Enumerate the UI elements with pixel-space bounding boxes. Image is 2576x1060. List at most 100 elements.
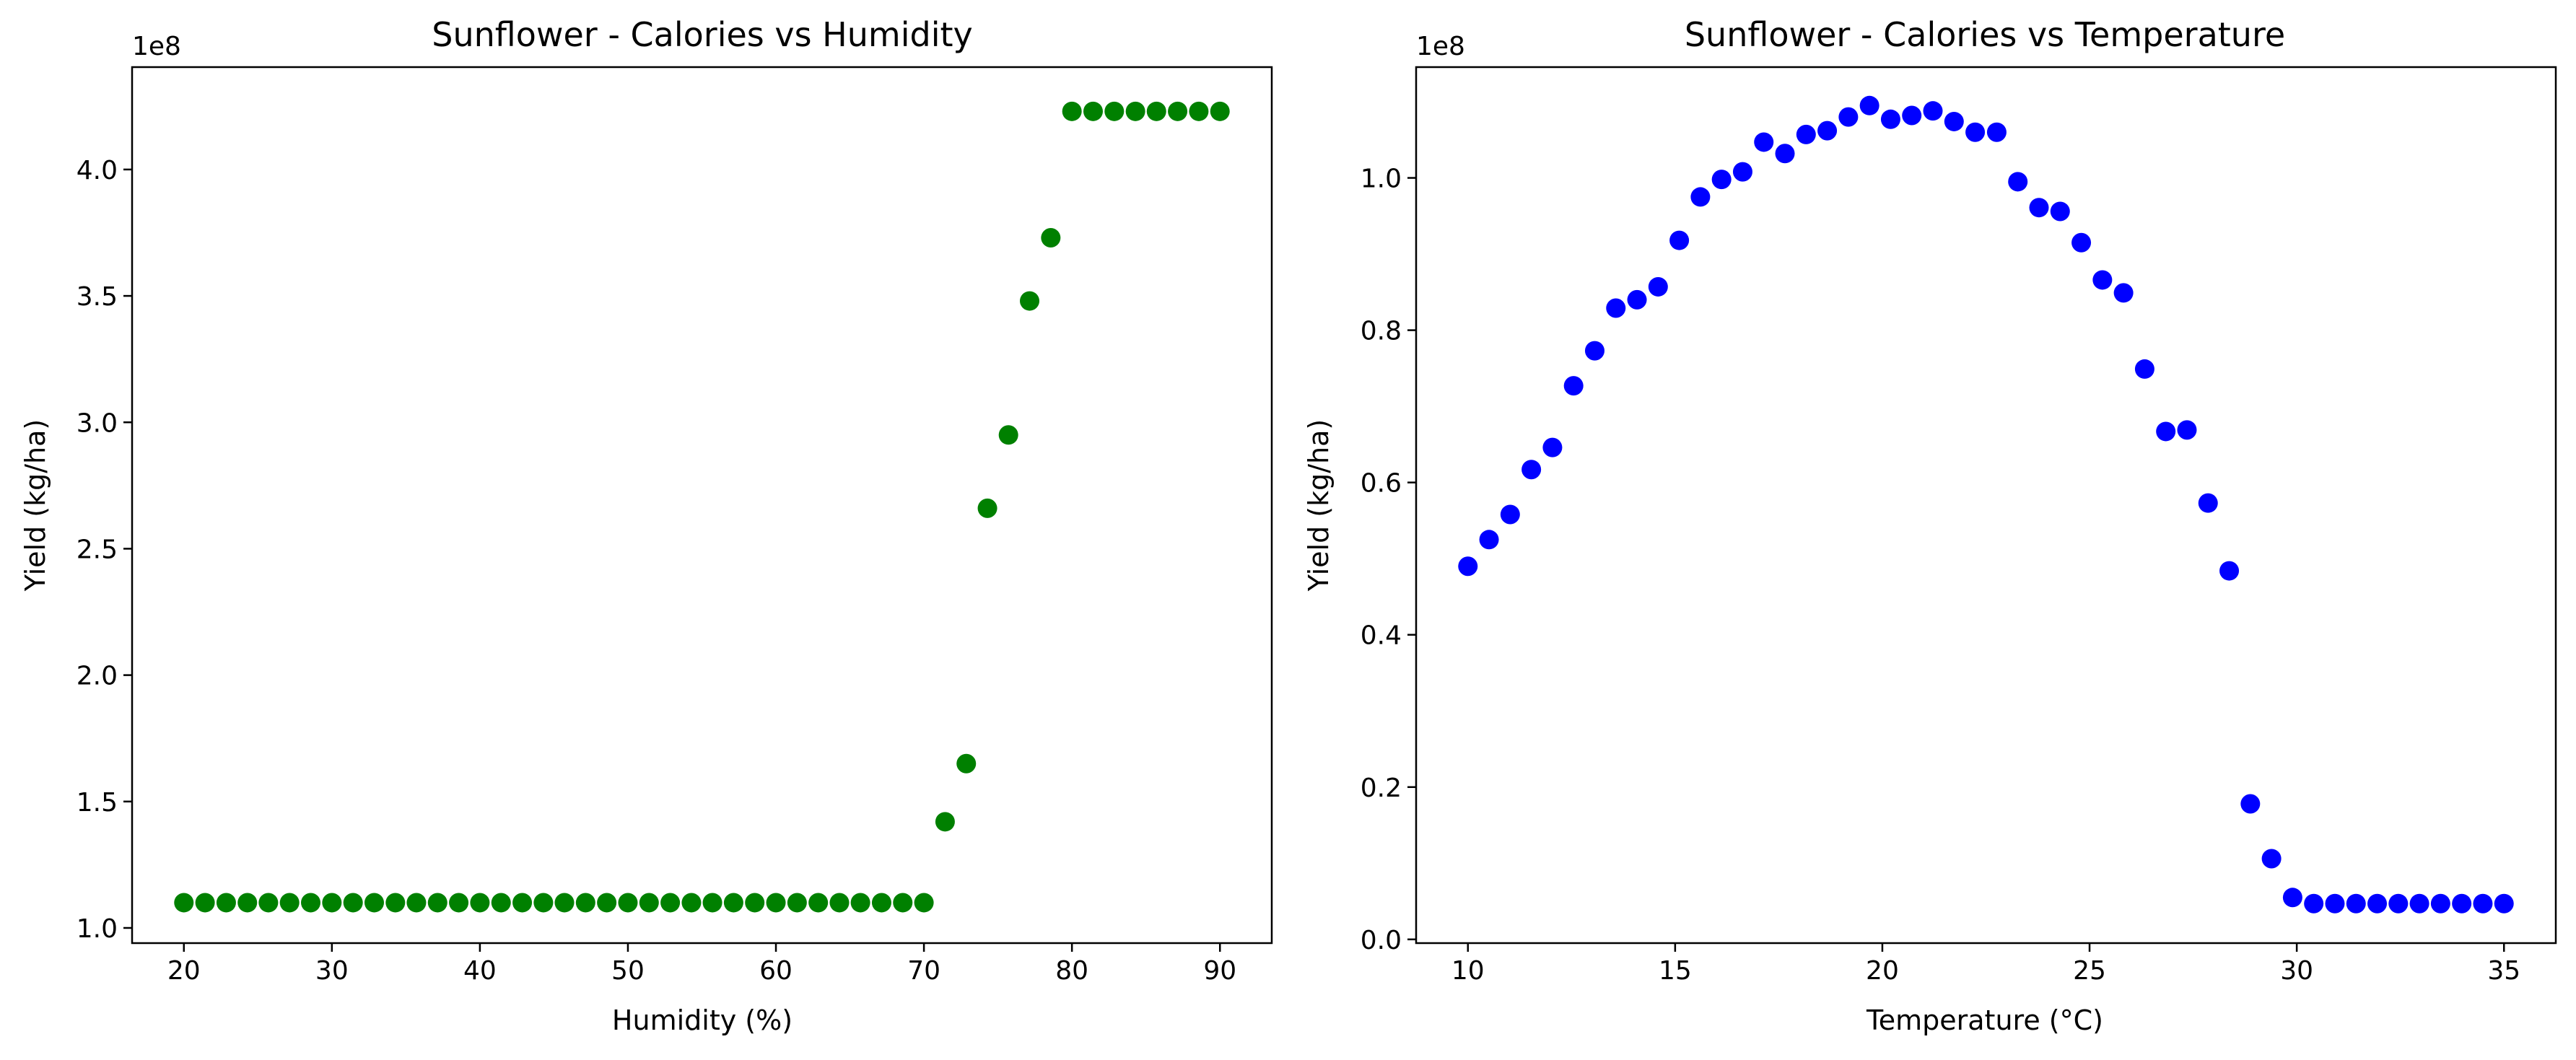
- data-point: [2008, 172, 2028, 192]
- x-tick-label: 10: [1451, 956, 1485, 986]
- plot-frame: [1415, 66, 2557, 945]
- data-point: [2304, 893, 2324, 914]
- data-point: [1944, 111, 1964, 131]
- y-tick-label: 2.5: [77, 535, 118, 564]
- data-point: [2156, 421, 2176, 442]
- data-point: [2240, 794, 2261, 814]
- data-point: [279, 893, 300, 913]
- data-point: [2071, 232, 2092, 253]
- data-point: [1104, 101, 1125, 121]
- x-tick-label: 30: [315, 956, 349, 986]
- data-point: [681, 893, 702, 913]
- data-point: [1020, 291, 1040, 311]
- data-point: [1775, 144, 1795, 164]
- y-tick-label: 1.0: [1361, 165, 1402, 194]
- x-tick-label: 15: [1659, 956, 1692, 986]
- chart-title: Sunflower - Calories vs Temperature: [1685, 15, 2285, 54]
- data-point: [2029, 198, 2049, 218]
- data-point: [850, 893, 870, 913]
- data-point: [2346, 893, 2366, 914]
- data-points: [1458, 95, 2514, 914]
- data-point: [1880, 109, 1900, 129]
- data-point: [1606, 298, 1626, 318]
- data-point: [258, 893, 279, 913]
- plot-frame: [131, 66, 1273, 945]
- data-point: [2092, 270, 2113, 290]
- data-point: [1189, 101, 1209, 121]
- data-point: [216, 893, 236, 913]
- data-point: [1500, 504, 1520, 525]
- data-point: [702, 893, 722, 913]
- data-point: [2452, 893, 2472, 914]
- data-point: [956, 753, 977, 774]
- data-point: [2050, 201, 2070, 222]
- x-tick-label: 30: [2280, 956, 2313, 986]
- data-point: [1732, 162, 1752, 182]
- data-point: [1859, 95, 1879, 115]
- x-tick-label: 90: [1203, 956, 1236, 986]
- y-offset-label: 1e8: [132, 32, 181, 61]
- data-point: [237, 893, 258, 913]
- data-point: [2473, 893, 2493, 914]
- temperature-chart: Sunflower - Calories vs Temperature 1e8 …: [1303, 15, 2557, 1036]
- data-point: [2113, 283, 2134, 303]
- humidity-chart: Sunflower - Calories vs Humidity 1e8 Hum…: [19, 15, 1273, 1036]
- data-point: [1168, 101, 1188, 121]
- data-point: [808, 893, 829, 913]
- data-point: [533, 893, 554, 913]
- data-point: [787, 893, 807, 913]
- data-point: [2430, 893, 2450, 914]
- data-point: [2494, 893, 2514, 914]
- data-point: [998, 425, 1018, 445]
- data-point: [893, 893, 913, 913]
- data-point: [1796, 124, 1816, 144]
- data-point: [766, 893, 786, 913]
- y-tick-label: 1.0: [77, 914, 118, 944]
- y-tick-label: 0.8: [1361, 317, 1402, 346]
- data-point: [2367, 893, 2388, 914]
- data-point: [2134, 359, 2154, 379]
- data-point: [935, 812, 955, 832]
- data-point: [660, 893, 681, 913]
- data-point: [2198, 493, 2218, 513]
- data-point: [1690, 187, 1711, 207]
- data-point: [1627, 289, 1647, 310]
- x-tick-label: 80: [1055, 956, 1088, 986]
- data-point: [1542, 437, 1563, 457]
- x-tick-label: 35: [2487, 956, 2520, 986]
- data-point: [322, 893, 342, 913]
- x-tick-label: 40: [463, 956, 497, 986]
- x-tick-label: 25: [2073, 956, 2106, 986]
- data-point: [745, 893, 765, 913]
- data-point: [1458, 556, 1478, 577]
- data-point: [512, 893, 533, 913]
- data-point: [2177, 420, 2197, 440]
- data-point: [1986, 122, 2007, 142]
- data-point: [195, 893, 215, 913]
- y-tick-label: 1.5: [77, 788, 118, 818]
- data-point: [364, 893, 384, 913]
- data-point: [427, 893, 447, 913]
- data-point: [575, 893, 595, 913]
- y-tick-label: 0.0: [1361, 926, 1402, 955]
- data-point: [597, 893, 617, 913]
- data-point: [1521, 460, 1542, 480]
- data-point: [723, 893, 743, 913]
- axis-ticks: 20 30 40 50 60 70 80 90 1.0 1.5 2.0 2.5 3.0 3.5 4.0: [77, 156, 1236, 986]
- data-point: [554, 893, 575, 913]
- data-point: [1083, 101, 1103, 121]
- data-point: [1479, 530, 1499, 550]
- y-axis-label: Yield (kg/ha): [1303, 419, 1335, 592]
- y-tick-label: 0.6: [1361, 469, 1402, 499]
- chart-title: Sunflower - Calories vs Humidity: [432, 15, 973, 54]
- data-point: [2261, 849, 2282, 869]
- data-point: [1711, 170, 1732, 190]
- data-point: [618, 893, 638, 913]
- data-point: [829, 893, 850, 913]
- data-point: [174, 893, 194, 913]
- data-point: [1902, 105, 1922, 126]
- data-point: [1817, 121, 1838, 141]
- y-tick-label: 4.0: [77, 156, 118, 185]
- data-point: [639, 893, 659, 913]
